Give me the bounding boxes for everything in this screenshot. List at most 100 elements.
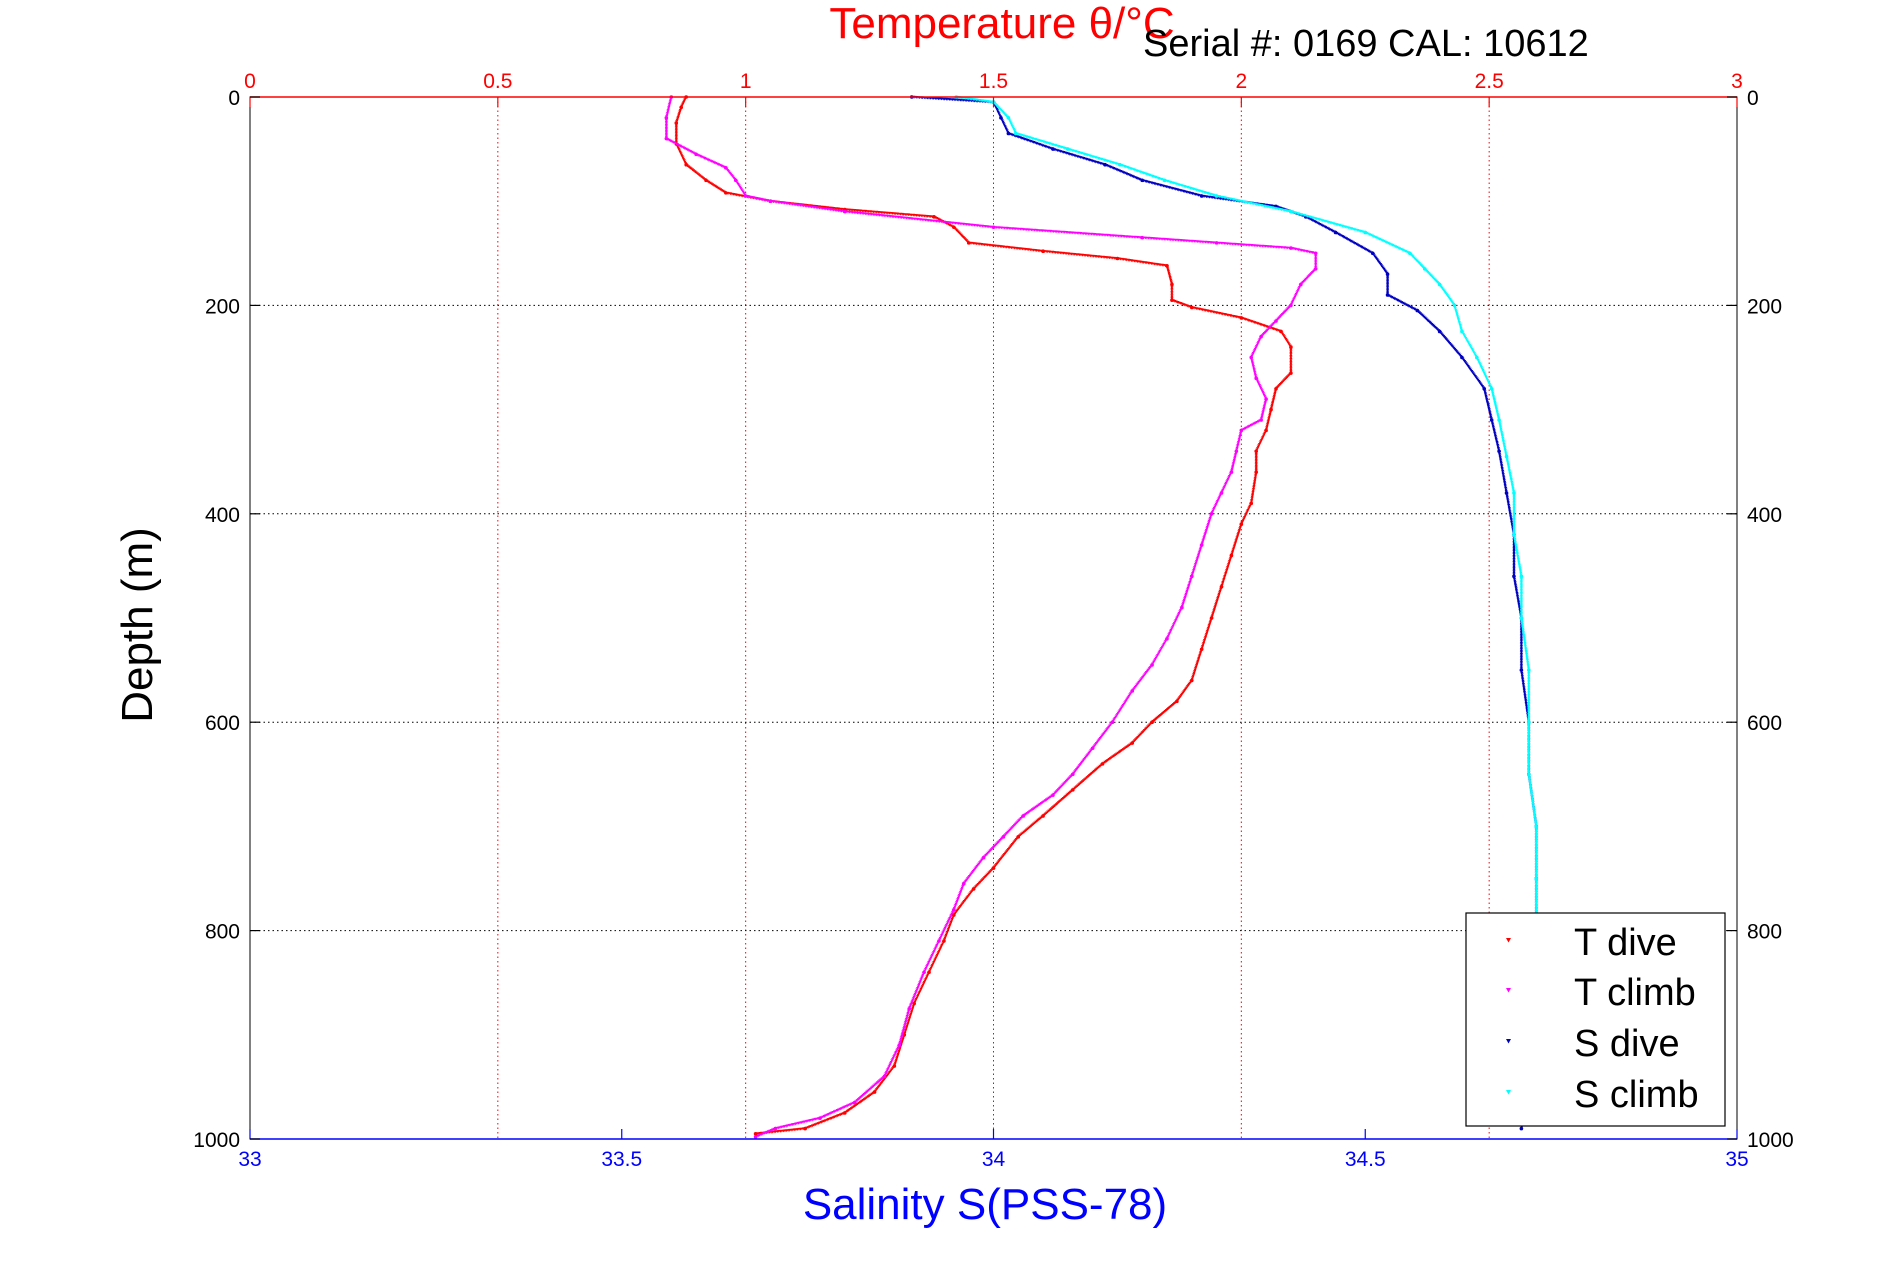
- data-point-s-climb: [1519, 616, 1524, 620]
- data-point-s-climb: [1489, 386, 1494, 391]
- data-point-t-dive: [912, 1001, 916, 1006]
- data-point-s-dive: [1370, 251, 1375, 256]
- data-point-t-climb: [1259, 418, 1263, 422]
- data-point-s-dive: [1482, 386, 1487, 391]
- data-point-s-climb: [1452, 303, 1457, 308]
- data-point-t-climb: [1021, 814, 1026, 818]
- data-point-t-dive: [1175, 699, 1179, 704]
- data-point-t-dive: [952, 225, 956, 230]
- serial-annotation: Serial #: 0169 CAL: 10612: [1143, 23, 1589, 65]
- legend-label-s-dive: S dive: [1574, 1023, 1680, 1065]
- data-point-s-dive: [1504, 491, 1509, 495]
- depth-tick-label-right: 200: [1747, 295, 1782, 318]
- data-point-t-dive: [843, 1111, 847, 1115]
- series-layer: [664, 95, 1539, 1139]
- data-point-s-climb: [1519, 574, 1524, 579]
- data-point-t-climb: [1229, 470, 1234, 474]
- data-point-t-dive: [704, 178, 708, 183]
- data-point-t-climb: [694, 152, 698, 157]
- data-point-s-climb: [1289, 209, 1293, 214]
- data-point-s-climb: [1497, 418, 1501, 422]
- legend: T dive T climb S dive S climb: [1465, 912, 1726, 1127]
- data-point-t-dive: [1071, 788, 1075, 792]
- grid-lines: [250, 97, 1737, 1139]
- data-point-t-dive: [1264, 428, 1268, 433]
- data-point-t-dive: [932, 215, 936, 219]
- data-point-s-climb: [1408, 251, 1412, 256]
- data-point-t-dive: [679, 105, 684, 110]
- depth-tick-label-right: 800: [1747, 921, 1782, 944]
- data-point-t-dive: [684, 162, 688, 167]
- data-point-t-climb: [852, 1100, 857, 1105]
- data-point-t-dive: [1289, 371, 1293, 375]
- data-point-s-climb: [1363, 230, 1368, 235]
- data-point-s-climb: [1006, 116, 1011, 120]
- data-point-t-climb: [1289, 303, 1293, 308]
- data-point-t-climb: [1189, 574, 1194, 579]
- data-point-t-climb: [1289, 246, 1293, 250]
- data-point-t-dive: [1189, 305, 1194, 310]
- data-point-s-climb: [1014, 131, 1018, 136]
- data-point-s-climb: [1527, 668, 1531, 672]
- data-point-s-climb: [1512, 532, 1516, 537]
- data-point-t-dive: [1254, 470, 1259, 474]
- data-point-t-climb: [922, 970, 926, 975]
- data-point-s-climb: [1474, 355, 1479, 360]
- salinity-axis-title: Salinity S(PSS-78): [803, 1180, 1167, 1229]
- data-point-t-climb: [843, 209, 847, 214]
- data-point-t-climb: [1299, 282, 1303, 287]
- data-point-t-climb: [753, 1135, 758, 1139]
- data-point-t-climb: [664, 116, 669, 120]
- data-point-s-dive: [1437, 329, 1442, 334]
- data-point-t-climb: [897, 1043, 902, 1048]
- salinity-tick-label: 34.5: [1345, 1148, 1386, 1171]
- series-t-climb: [664, 95, 1318, 1139]
- data-point-t-climb: [724, 166, 728, 170]
- data-point-t-climb: [1254, 376, 1259, 381]
- data-point-s-dive: [1333, 230, 1338, 235]
- data-point-s-climb: [1527, 720, 1531, 724]
- data-point-t-climb: [1274, 319, 1278, 323]
- data-point-t-climb: [882, 1074, 887, 1079]
- data-point-t-dive: [942, 939, 946, 943]
- temperature-tick-label: 2: [1235, 70, 1247, 93]
- data-point-s-climb: [1162, 178, 1167, 183]
- data-point-t-dive: [872, 1090, 877, 1094]
- data-point-t-climb: [664, 136, 669, 141]
- data-point-t-dive: [1274, 386, 1278, 391]
- data-point-t-climb: [1209, 512, 1214, 516]
- depth-tick-label-right: 400: [1747, 504, 1782, 527]
- data-point-t-dive: [753, 1131, 758, 1136]
- data-point-t-dive: [1115, 256, 1120, 261]
- data-point-t-dive: [1219, 584, 1224, 589]
- temperature-axis-title: Temperature θ/°C: [829, 0, 1174, 48]
- data-point-s-dive: [1519, 668, 1524, 672]
- data-point-t-climb: [1264, 397, 1268, 401]
- data-point-t-climb: [768, 199, 773, 203]
- temperature-tick-label: 1: [740, 70, 752, 93]
- data-point-t-dive: [971, 887, 976, 891]
- data-point-s-dive: [1199, 194, 1204, 198]
- data-point-t-dive: [724, 191, 728, 195]
- salinity-tick-label: 34: [982, 1148, 1006, 1171]
- data-point-s-climb: [1504, 454, 1509, 459]
- data-point-s-climb: [1437, 282, 1442, 287]
- data-point-t-dive: [1130, 741, 1135, 745]
- data-point-t-climb: [1165, 637, 1169, 641]
- depth-tick-label-left: 600: [205, 712, 240, 735]
- data-point-s-dive: [1512, 574, 1516, 579]
- data-point-t-dive: [1165, 264, 1169, 268]
- salinity-tick-label: 33: [238, 1148, 261, 1171]
- data-point-t-climb: [991, 225, 996, 230]
- data-point-s-dive: [1385, 293, 1390, 297]
- data-point-s-climb: [1118, 162, 1122, 167]
- data-point-t-climb: [1199, 543, 1204, 547]
- data-point-t-climb: [743, 194, 748, 198]
- data-point-t-climb: [952, 907, 956, 912]
- data-point-t-climb: [1234, 449, 1239, 454]
- data-point-t-dive: [1289, 345, 1293, 349]
- temperature-tick-label: 0: [244, 70, 256, 93]
- depth-tick-label-left: 0: [228, 87, 240, 110]
